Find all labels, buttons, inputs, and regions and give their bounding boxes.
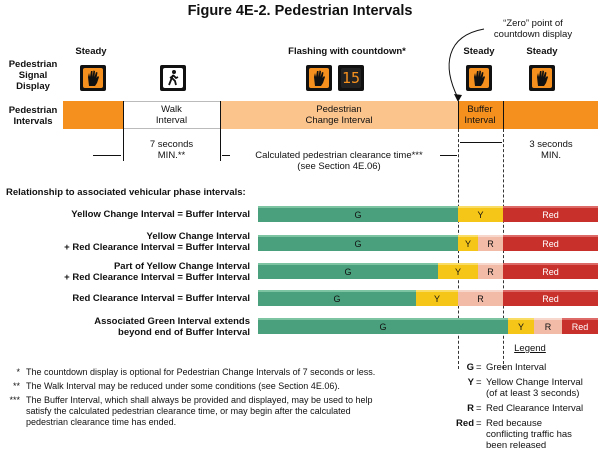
state-steady-3: Steady (526, 46, 558, 57)
walk-min-note: 7 seconds MIN.** (149, 139, 194, 161)
seg-green: G (258, 290, 416, 306)
timeline-buffer-and-after (458, 101, 598, 129)
legend-text-r: Red Clearance Interval (486, 403, 584, 414)
seg-green: G (258, 206, 458, 222)
zero-point-note: “Zero” point of countdown display (493, 18, 573, 40)
seg-red-clearance: R (458, 290, 503, 306)
steady-dont-walk-signal-2 (529, 65, 555, 91)
hand-icon (83, 68, 103, 88)
phase-bar-1: G Y Red (258, 206, 598, 222)
seg-yellow: Y (416, 290, 458, 306)
legend-text-y: Yellow Change Interval (of at least 3 se… (486, 377, 583, 399)
change-interval-label: Pedestrian Change Interval (305, 104, 373, 126)
clearance-note: Calculated pedestrian clearance time*** … (255, 150, 423, 172)
figure-title: Figure 4E-2. Pedestrian Intervals (187, 3, 413, 19)
divider-walk-end (220, 101, 221, 161)
walk-signal (160, 65, 186, 91)
seg-yellow: Y (508, 318, 534, 334)
divider-buffer-end (503, 101, 504, 129)
divider-walk-start (123, 101, 124, 161)
walk-interval-label: Walk Interval (155, 104, 188, 126)
seg-yellow: Y (458, 206, 503, 222)
buffer-interval-label: Buffer Interval (464, 104, 496, 126)
seg-green: G (258, 235, 458, 251)
flashing-dont-walk-signal (306, 65, 332, 91)
state-steady-2: Steady (463, 46, 495, 57)
legend-text-red: Red because conflicting traffic has been… (486, 418, 572, 451)
seg-red: Red (562, 318, 598, 334)
footnote-2: The Walk Interval may be reduced under s… (26, 381, 340, 391)
signal-display-label: Pedestrian Signal Display (8, 59, 58, 92)
phase-bar-3: G Y R Red (258, 263, 598, 279)
seg-red: Red (503, 290, 598, 306)
timeline-change (220, 101, 458, 129)
countdown-number: 15 (341, 68, 361, 88)
relationship-heading: Relationship to associated vehicular pha… (6, 187, 246, 198)
legend-key-g: G (466, 362, 474, 373)
clearance-dim-right (440, 155, 457, 156)
intervals-label: Pedestrian Intervals (8, 105, 58, 127)
legend-eq: = (476, 403, 482, 414)
buffer-dim-line (460, 142, 502, 143)
hand-icon (532, 68, 552, 88)
row-label-2: Yellow Change Interval + Red Clearance I… (64, 231, 250, 253)
seg-red-clearance: R (534, 318, 562, 334)
timeline-dont-walk-start (63, 101, 123, 129)
seg-red-clearance: R (478, 235, 503, 251)
hand-icon (309, 68, 329, 88)
timeline-walk (123, 101, 220, 129)
steady-dont-walk-signal (466, 65, 492, 91)
seg-red-clearance: R (478, 263, 503, 279)
countdown-display: 15 (338, 65, 364, 91)
footnote-mark-2: ** (12, 381, 20, 391)
legend-key-red: Red (456, 418, 474, 429)
seg-yellow: Y (438, 263, 478, 279)
legend-key-y: Y (467, 377, 474, 388)
seg-yellow: Y (458, 235, 478, 251)
legend-eq: = (476, 418, 482, 429)
hand-icon (469, 68, 489, 88)
phase-bar-5: G Y R Red (258, 318, 598, 334)
seg-red: Red (503, 206, 598, 222)
footnote-3: The Buffer Interval, which shall always … (26, 395, 373, 427)
buffer-min-note: 3 seconds MIN. (529, 139, 573, 161)
footnote-mark-3: *** (9, 395, 20, 405)
clearance-dim-left (222, 155, 230, 156)
row-label-4: Red Clearance Interval = Buffer Interval (72, 293, 250, 304)
legend-text-g: Green Interval (486, 362, 547, 373)
row-label-3: Part of Yellow Change Interval + Red Cle… (64, 261, 250, 283)
legend-eq: = (476, 377, 482, 388)
state-flashing: Flashing with countdown* (288, 46, 406, 57)
legend-key-r: R (467, 403, 474, 414)
phase-bar-2: G Y R Red (258, 235, 598, 251)
legend-eq: = (476, 362, 482, 373)
row-label-1: Yellow Change Interval = Buffer Interval (71, 209, 250, 220)
footnote-1: The countdown display is optional for Pe… (26, 367, 376, 377)
seg-green: G (258, 263, 438, 279)
zero-point-arrow (448, 28, 485, 102)
seg-red: Red (503, 263, 598, 279)
walk-dim-arrow-left (93, 155, 121, 156)
legend-title: Legend (514, 343, 546, 354)
divider-buffer-start (458, 101, 459, 129)
seg-green: G (258, 318, 508, 334)
walking-person-icon (163, 68, 183, 88)
seg-red: Red (503, 235, 598, 251)
phase-bar-4: G Y R Red (258, 290, 598, 306)
state-steady-1: Steady (75, 46, 107, 57)
dont-walk-signal (80, 65, 106, 91)
footnote-mark-1: * (16, 367, 20, 377)
row-label-5: Associated Green Interval extends beyond… (94, 316, 250, 338)
